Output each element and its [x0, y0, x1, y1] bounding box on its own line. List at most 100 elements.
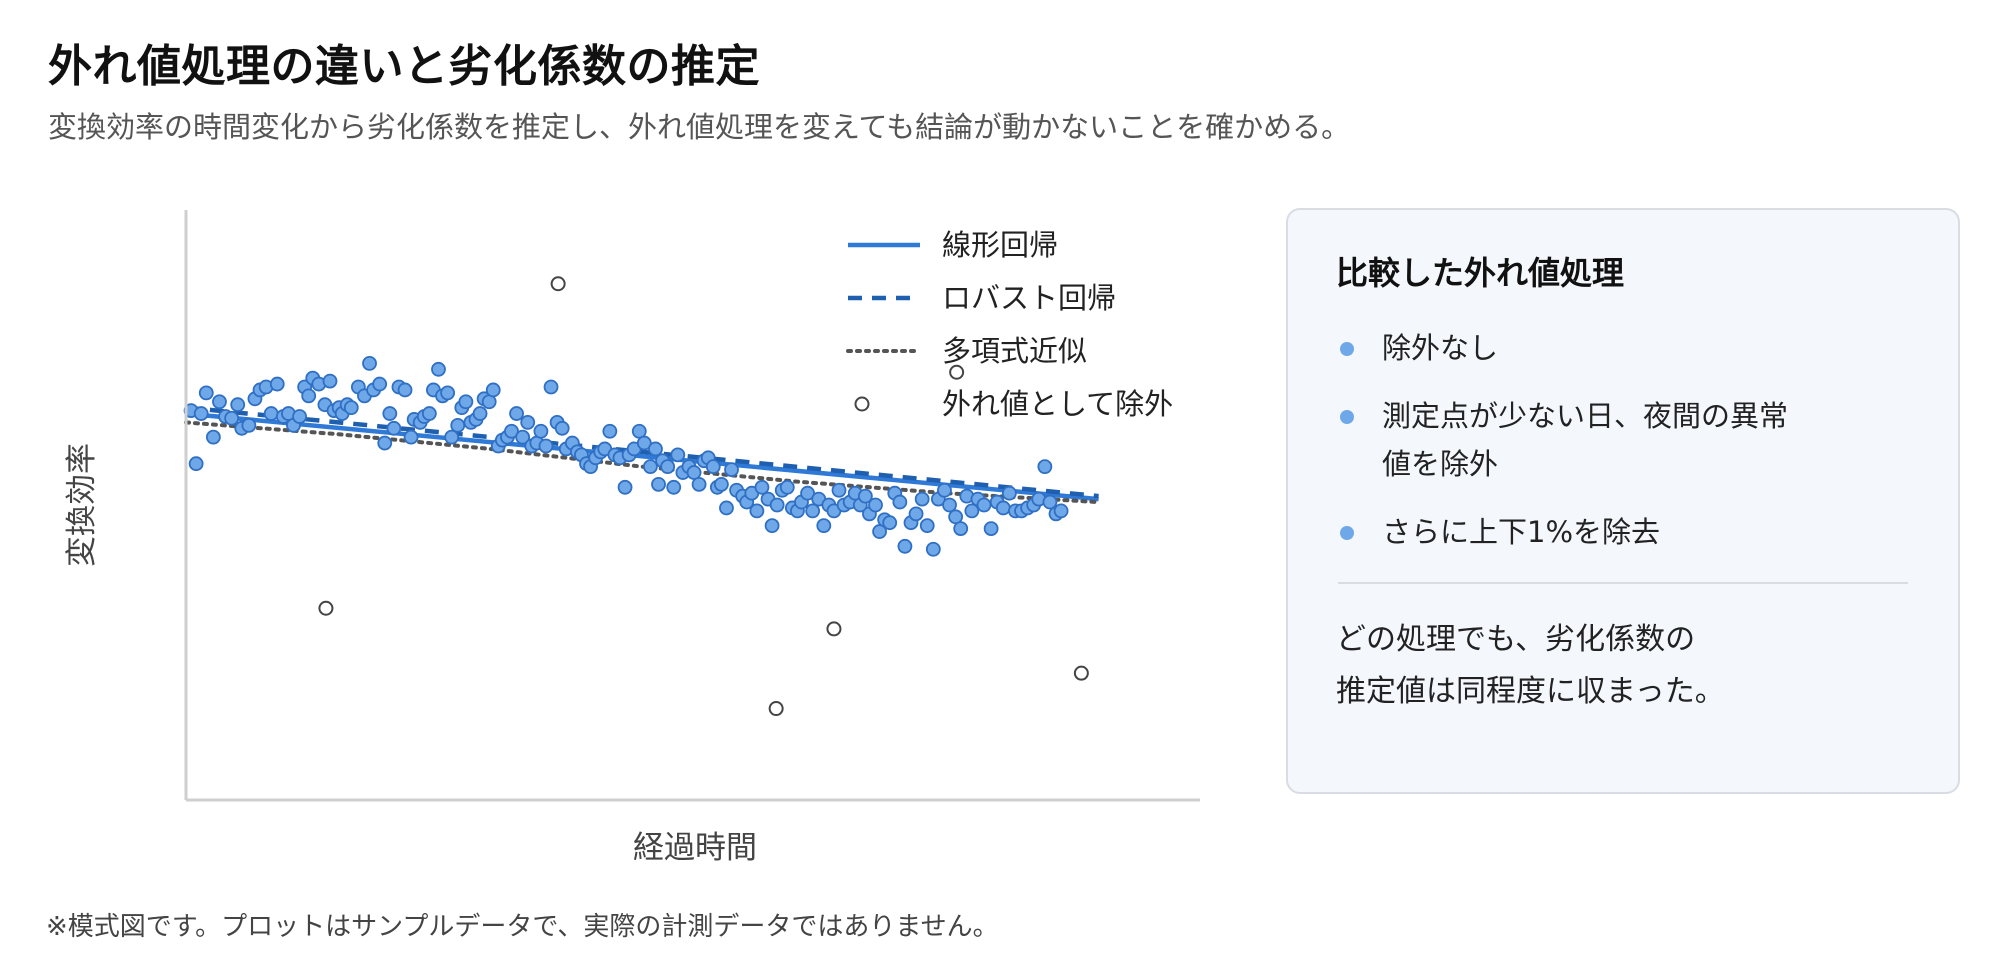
- data-point: [805, 503, 821, 519]
- data-point: [504, 423, 519, 439]
- data-point: [212, 394, 227, 410]
- data-point: [749, 503, 765, 519]
- data-point: [322, 373, 338, 389]
- data-point: [897, 538, 913, 554]
- data-point: [533, 423, 549, 439]
- data-point: [224, 410, 240, 426]
- data-point: [670, 447, 686, 463]
- y-axis-label: 変換効率: [64, 443, 100, 567]
- data-point: [705, 459, 721, 475]
- data-point: [520, 414, 536, 430]
- data-point: [386, 420, 402, 436]
- data-point: [1042, 494, 1058, 510]
- data-point: [831, 482, 847, 498]
- data-point: [440, 385, 456, 401]
- panel-title: 比較した外れ値処理: [1336, 254, 1625, 292]
- panel-list-item-text: 測定点が少ない日、夜間の異常 値を除外: [1382, 399, 1789, 481]
- data-point: [914, 491, 930, 507]
- data-point: [269, 376, 285, 392]
- panel-list-item-text: 除外なし: [1382, 331, 1499, 365]
- data-point: [602, 423, 618, 439]
- data-point: [719, 500, 734, 516]
- legend-linear-label: 線形回帰: [942, 228, 1058, 262]
- data-point: [691, 476, 707, 492]
- data-point: [800, 485, 815, 501]
- data-point: [983, 521, 999, 536]
- data-point: [472, 406, 488, 421]
- data-point: [1001, 485, 1017, 501]
- data-point: [450, 417, 466, 433]
- data-point: [666, 479, 682, 495]
- data-point: [1037, 459, 1053, 475]
- outlier-points: [318, 276, 1089, 717]
- outlier-point: [1073, 665, 1089, 681]
- data-point: [995, 500, 1011, 516]
- legend-poly-label: 多項式近似: [942, 334, 1087, 368]
- panel-list-item: 測定点が少ない日、夜間の異常 値を除外: [1336, 392, 1910, 488]
- outlier-point: [550, 276, 566, 292]
- data-point: [816, 518, 832, 534]
- outlier-point: [949, 364, 965, 380]
- panel-note: どの処理でも、劣化係数の 推定値は同程度に収まった。: [1336, 622, 1725, 709]
- data-point: [543, 379, 559, 395]
- data-point: [617, 479, 633, 495]
- data-point: [857, 488, 873, 504]
- data-point: [660, 459, 676, 475]
- data-point: [651, 476, 666, 492]
- legend-outlier-label: 外れ値として除外: [942, 387, 1173, 421]
- data-point: [925, 541, 941, 557]
- data-point: [241, 417, 257, 433]
- data-point: [188, 456, 204, 472]
- data-point: [942, 497, 957, 513]
- data-point: [421, 406, 437, 421]
- panel-list-item: 除外なし: [1336, 324, 1910, 372]
- data-point: [648, 441, 663, 457]
- fit-line-robust: [185, 405, 1099, 499]
- data-point: [769, 497, 785, 513]
- bullet-dot-icon: [1340, 526, 1354, 540]
- data-point: [403, 429, 419, 445]
- data-point: [868, 497, 883, 513]
- data-point: [964, 503, 980, 519]
- data-point: [764, 518, 780, 534]
- panel-divider: [1338, 582, 1908, 584]
- data-point: [538, 438, 554, 454]
- data-point: [892, 494, 908, 510]
- footnote: ※模式図です。プロットはサンプルデータで、実際の計測データではありません。: [46, 912, 999, 942]
- data-point: [458, 394, 474, 410]
- data-point: [919, 518, 935, 534]
- side-panel: 比較した外れ値処理 除外なし 測定点が少ない日、夜間の異常 値を除外 さらに上下…: [1286, 208, 1960, 794]
- panel-list-item: さらに上下1%を除去: [1336, 508, 1910, 556]
- page-title: 外れ値処理の違いと劣化係数の推定: [48, 41, 760, 92]
- chart-area: 経過時間 変換効率 線形回帰 ロバスト回帰 多項式近似 外れ値として除外: [64, 210, 1200, 866]
- data-point: [431, 361, 446, 377]
- data-point: [198, 385, 214, 401]
- bullet-dot-icon: [1340, 342, 1354, 356]
- data-point: [292, 409, 307, 424]
- data-point: [779, 479, 795, 495]
- legend-robust-label: ロバスト回帰: [942, 281, 1116, 315]
- data-point: [397, 382, 413, 398]
- panel-list: 除外なし 測定点が少ない日、夜間の異常 値を除外 さらに上下1%を除去: [1336, 324, 1910, 556]
- chart-legend: 線形回帰 ロバスト回帰 多項式近似 外れ値として除外: [846, 228, 1173, 421]
- data-point: [382, 406, 398, 421]
- data-point: [362, 355, 377, 371]
- data-point: [377, 435, 393, 451]
- data-point: [343, 400, 359, 416]
- bullet-dot-icon: [1340, 410, 1354, 424]
- data-point: [908, 506, 924, 522]
- fit-lines: [184, 405, 1101, 505]
- data-point: [301, 388, 317, 404]
- data-point: [976, 497, 992, 513]
- data-point: [485, 382, 501, 398]
- data-point: [444, 429, 460, 445]
- data-point: [230, 397, 246, 413]
- data-point: [554, 420, 570, 436]
- data-points: [183, 355, 1069, 557]
- x-axis-label: 経過時間: [633, 830, 757, 866]
- data-point: [754, 479, 770, 495]
- data-point: [509, 406, 524, 421]
- outlier-point: [826, 621, 842, 637]
- data-point: [724, 462, 739, 478]
